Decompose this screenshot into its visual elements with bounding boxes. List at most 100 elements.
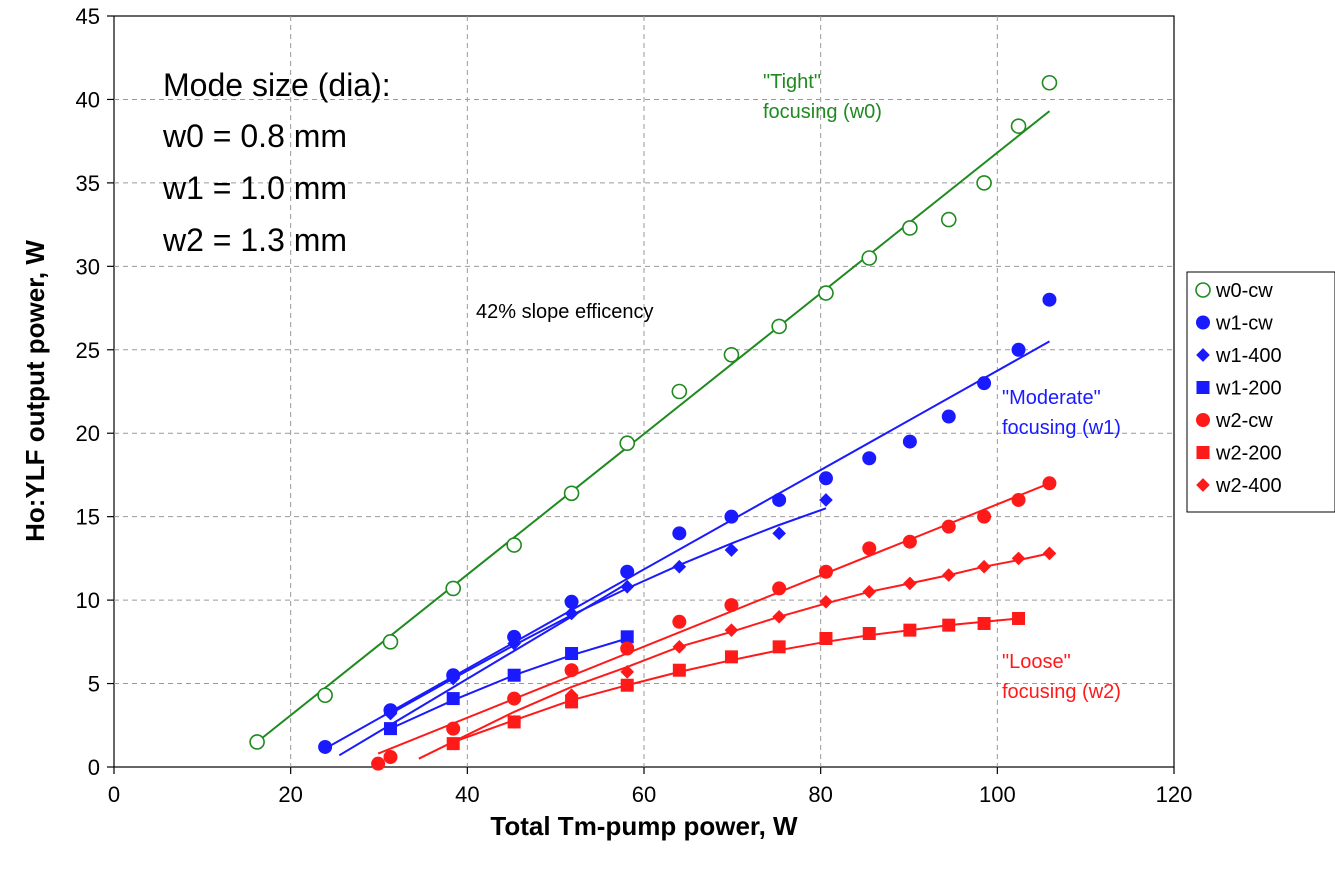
- data-point: [772, 526, 786, 541]
- legend-marker: [1196, 478, 1210, 492]
- data-point: [771, 318, 787, 335]
- data-point: [772, 581, 787, 596]
- data-markers: [249, 74, 1058, 771]
- x-tick-label: 100: [979, 782, 1016, 807]
- legend-marker: [1196, 381, 1210, 394]
- data-point: [564, 688, 579, 703]
- y-tick-label: 0: [88, 755, 100, 780]
- y-axis-label: Ho:YLF output power, W: [20, 240, 50, 542]
- data-point: [620, 678, 634, 692]
- legend-label: w1-400: [1215, 345, 1282, 367]
- data-point: [383, 722, 397, 736]
- data-point: [249, 734, 265, 750]
- y-tick-label: 35: [76, 171, 100, 196]
- data-point: [620, 564, 635, 579]
- data-point: [1042, 546, 1057, 561]
- data-point: [446, 671, 461, 686]
- legend-label: w2-cw: [1215, 410, 1273, 432]
- data-point: [941, 568, 956, 582]
- data-point: [619, 435, 636, 452]
- data-point: [371, 756, 386, 771]
- legend-label: w0-cw: [1215, 280, 1273, 302]
- data-point: [672, 614, 687, 629]
- x-tick-label: 40: [455, 782, 479, 807]
- data-point: [941, 409, 956, 424]
- fit-line: [418, 552, 1050, 760]
- data-point: [1042, 292, 1057, 307]
- axis-ticks: 0 5 10 15 20 25 30 35 40 45 0 20 40 60 80 100 120: [76, 4, 1193, 807]
- legend-label: w2-200: [1215, 443, 1282, 465]
- data-point: [1011, 342, 1026, 357]
- mode-size-title: Mode size (dia):: [163, 67, 391, 103]
- legend: w0-cw w1-cw w1-400 w1-200 w2-cw w2-200 w2-400: [1186, 271, 1335, 513]
- data-point: [819, 631, 833, 645]
- legend-marker: [1196, 413, 1210, 427]
- fit-line: [377, 482, 1050, 755]
- y-tick-label: 40: [76, 87, 100, 112]
- legend-marker: [1196, 348, 1210, 362]
- data-point: [507, 691, 522, 706]
- legend-marker: [1196, 315, 1210, 330]
- data-point: [564, 594, 579, 609]
- data-point: [620, 579, 635, 594]
- data-point: [902, 220, 918, 236]
- series-w0-cw: [249, 74, 1058, 750]
- data-point: [672, 559, 687, 574]
- w1-size-label: w1 = 1.0 mm: [162, 170, 347, 206]
- data-point: [724, 598, 739, 613]
- data-point: [942, 618, 956, 632]
- data-point: [976, 175, 992, 191]
- x-axis-label: Total Tm-pump power, W: [490, 811, 798, 841]
- w2-size-label: w2 = 1.3 mm: [162, 222, 347, 258]
- data-point: [445, 580, 462, 597]
- data-point: [620, 665, 635, 679]
- data-point: [819, 493, 833, 507]
- data-point: [564, 663, 579, 678]
- data-point: [446, 692, 460, 706]
- loose-focusing-label-1: "Loose": [1002, 651, 1071, 673]
- legend-label: w1-cw: [1215, 313, 1273, 335]
- data-point: [506, 537, 522, 553]
- x-tick-label: 0: [108, 782, 120, 807]
- data-point: [724, 543, 739, 557]
- data-point: [977, 559, 991, 574]
- grid: [114, 16, 1174, 767]
- data-point: [1012, 611, 1026, 625]
- data-point: [862, 626, 876, 640]
- fit-line: [324, 340, 1050, 750]
- data-point: [565, 647, 579, 661]
- data-point: [902, 534, 917, 549]
- data-point: [1011, 551, 1026, 566]
- data-point: [819, 594, 833, 609]
- data-point: [1011, 492, 1026, 507]
- data-point: [671, 383, 688, 400]
- data-point: [772, 640, 786, 654]
- y-tick-label: 15: [76, 505, 100, 530]
- tight-focusing-label-2: focusing (w0): [763, 101, 882, 123]
- data-point: [563, 485, 580, 502]
- data-point: [1042, 476, 1057, 491]
- data-point: [383, 706, 398, 721]
- y-tick-label: 25: [76, 338, 100, 363]
- data-point: [317, 687, 333, 704]
- series-w2-400: [507, 546, 1057, 729]
- data-point: [818, 285, 834, 301]
- legend-marker: [1196, 446, 1210, 459]
- data-point: [903, 576, 917, 591]
- data-point: [672, 663, 686, 677]
- legend-marker: [1195, 282, 1211, 298]
- y-tick-label: 5: [88, 672, 100, 697]
- data-point: [818, 564, 833, 579]
- series-w1-200: [383, 630, 634, 736]
- y-tick-label: 45: [76, 4, 100, 29]
- data-point: [446, 721, 461, 736]
- data-point: [724, 650, 738, 664]
- tight-focusing-label-1: "Tight": [763, 71, 821, 93]
- data-point: [941, 519, 956, 534]
- data-point: [977, 376, 992, 391]
- data-point: [977, 509, 992, 524]
- data-point: [818, 471, 833, 486]
- data-point: [620, 630, 634, 644]
- data-point: [902, 434, 917, 449]
